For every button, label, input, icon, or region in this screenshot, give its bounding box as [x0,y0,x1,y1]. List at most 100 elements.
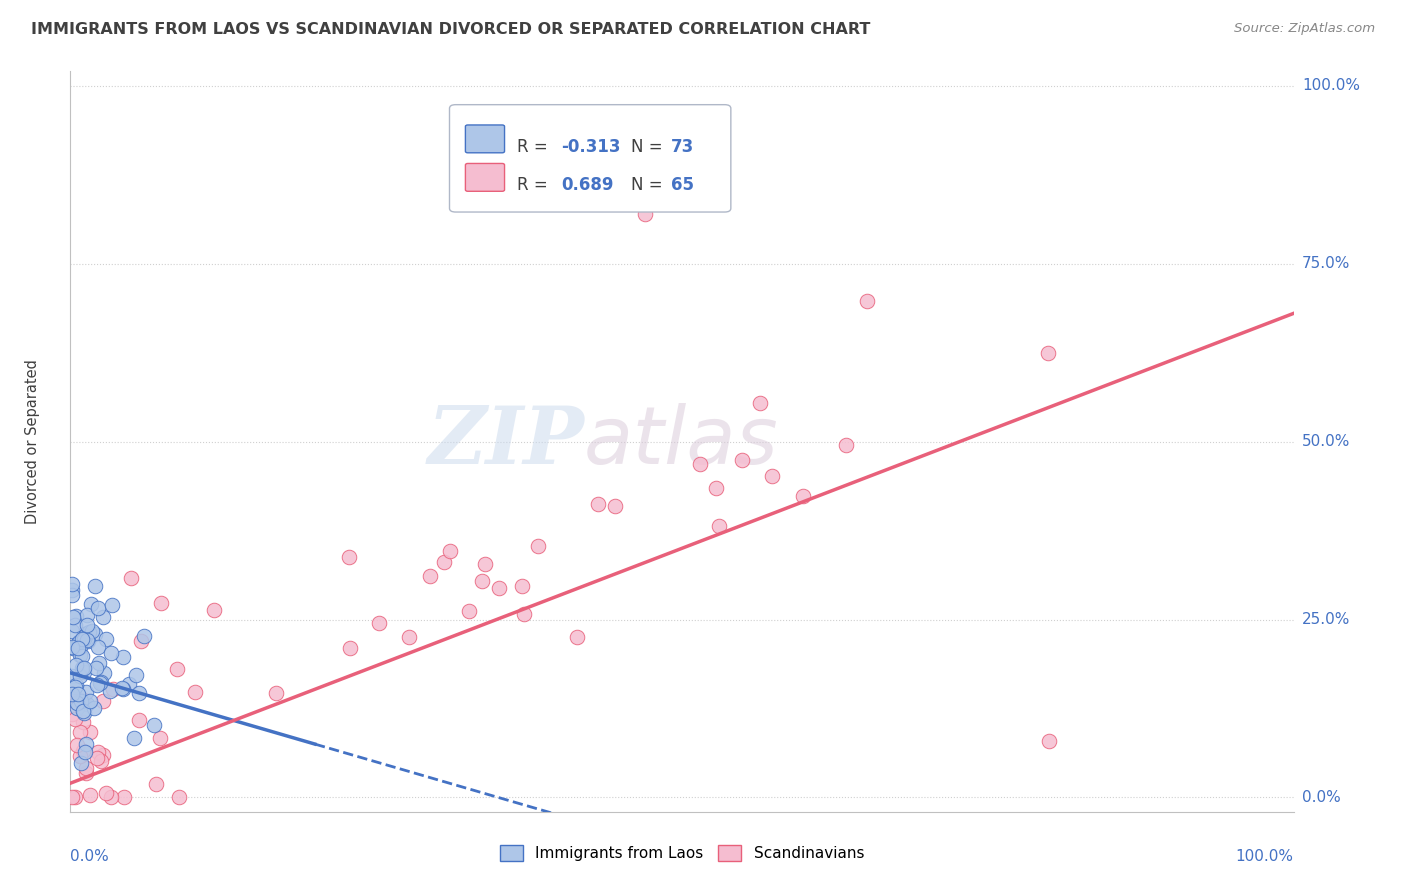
Point [709,519,731,533]
Text: IMMIGRANTS FROM LAOS VS SCANDINAVIAN DIVORCED OR SEPARATED CORRELATION CHART: IMMIGRANTS FROM LAOS VS SCANDINAVIAN DIV… [31,22,870,37]
Point [118,676,141,690]
Point [75,685,97,699]
Point [66,636,89,650]
Point [65,657,87,672]
Point [143,718,166,732]
Point [72,695,94,709]
Point [72,744,94,758]
Point [145,777,167,791]
Point [75,761,97,775]
Point [79,597,101,611]
Point [65,608,87,623]
Point [835,438,858,452]
Point [67,635,90,649]
Point [60,687,83,701]
Point [129,633,152,648]
Point [439,543,461,558]
Point [91,610,114,624]
Point [122,731,145,745]
Point [166,662,188,676]
Point [202,602,225,616]
Point [128,713,150,727]
Point [77,625,100,640]
Point [749,396,772,410]
Point [112,650,135,665]
Point [72,715,94,730]
Text: 65: 65 [671,177,695,194]
Point [419,568,441,582]
Point [111,681,134,695]
Point [83,701,105,715]
Point [84,661,107,675]
Point [90,754,112,768]
FancyBboxPatch shape [465,125,505,153]
Point [128,686,150,700]
Point [73,745,96,759]
Point [689,457,711,471]
Point [76,634,98,648]
Point [93,693,115,707]
Point [82,624,104,638]
Point [86,750,108,764]
Point [704,481,727,495]
Point [76,618,98,632]
Text: 0.0%: 0.0% [70,849,110,863]
Point [60,589,83,603]
Text: 100.0%: 100.0% [1302,78,1360,93]
Point [60,624,83,638]
Point [1038,346,1060,360]
Text: 0.0%: 0.0% [1302,790,1340,805]
Point [76,698,98,712]
Point [62,640,84,654]
Point [367,615,389,630]
Point [66,739,89,753]
Point [474,557,496,571]
Point [62,640,84,655]
Point [73,693,96,707]
Point [513,607,536,621]
Text: 50.0%: 50.0% [1302,434,1350,449]
Point [86,601,108,615]
Point [1038,733,1060,747]
Point [337,550,360,565]
Point [98,683,121,698]
Text: N =: N = [630,177,668,194]
Point [264,686,287,700]
Point [91,747,114,762]
Point [731,453,754,467]
Point [89,675,111,690]
Point [60,668,83,682]
Point [169,790,191,805]
Point [72,627,94,641]
Point [83,579,105,593]
Point [94,632,117,646]
Point [70,756,93,770]
Point [69,694,91,708]
Point [87,657,110,671]
Point [60,706,83,721]
Point [79,788,101,802]
Text: 100.0%: 100.0% [1236,849,1294,863]
Legend: Immigrants from Laos, Scandinavians: Immigrants from Laos, Scandinavians [494,838,870,867]
Point [605,499,627,513]
Text: 75.0%: 75.0% [1302,256,1350,271]
Point [60,577,83,591]
Point [150,596,173,610]
Point [75,737,97,751]
Point [114,790,136,805]
Point [62,686,84,700]
Point [471,574,494,588]
Point [75,629,97,643]
Point [69,724,91,739]
Point [339,640,361,655]
Point [87,640,110,654]
Point [67,687,90,701]
Point [73,632,96,647]
Point [60,583,83,598]
Point [75,765,97,780]
Point [65,713,87,727]
Text: atlas: atlas [583,402,779,481]
Point [84,627,107,641]
Point [79,725,101,739]
Point [72,705,94,719]
